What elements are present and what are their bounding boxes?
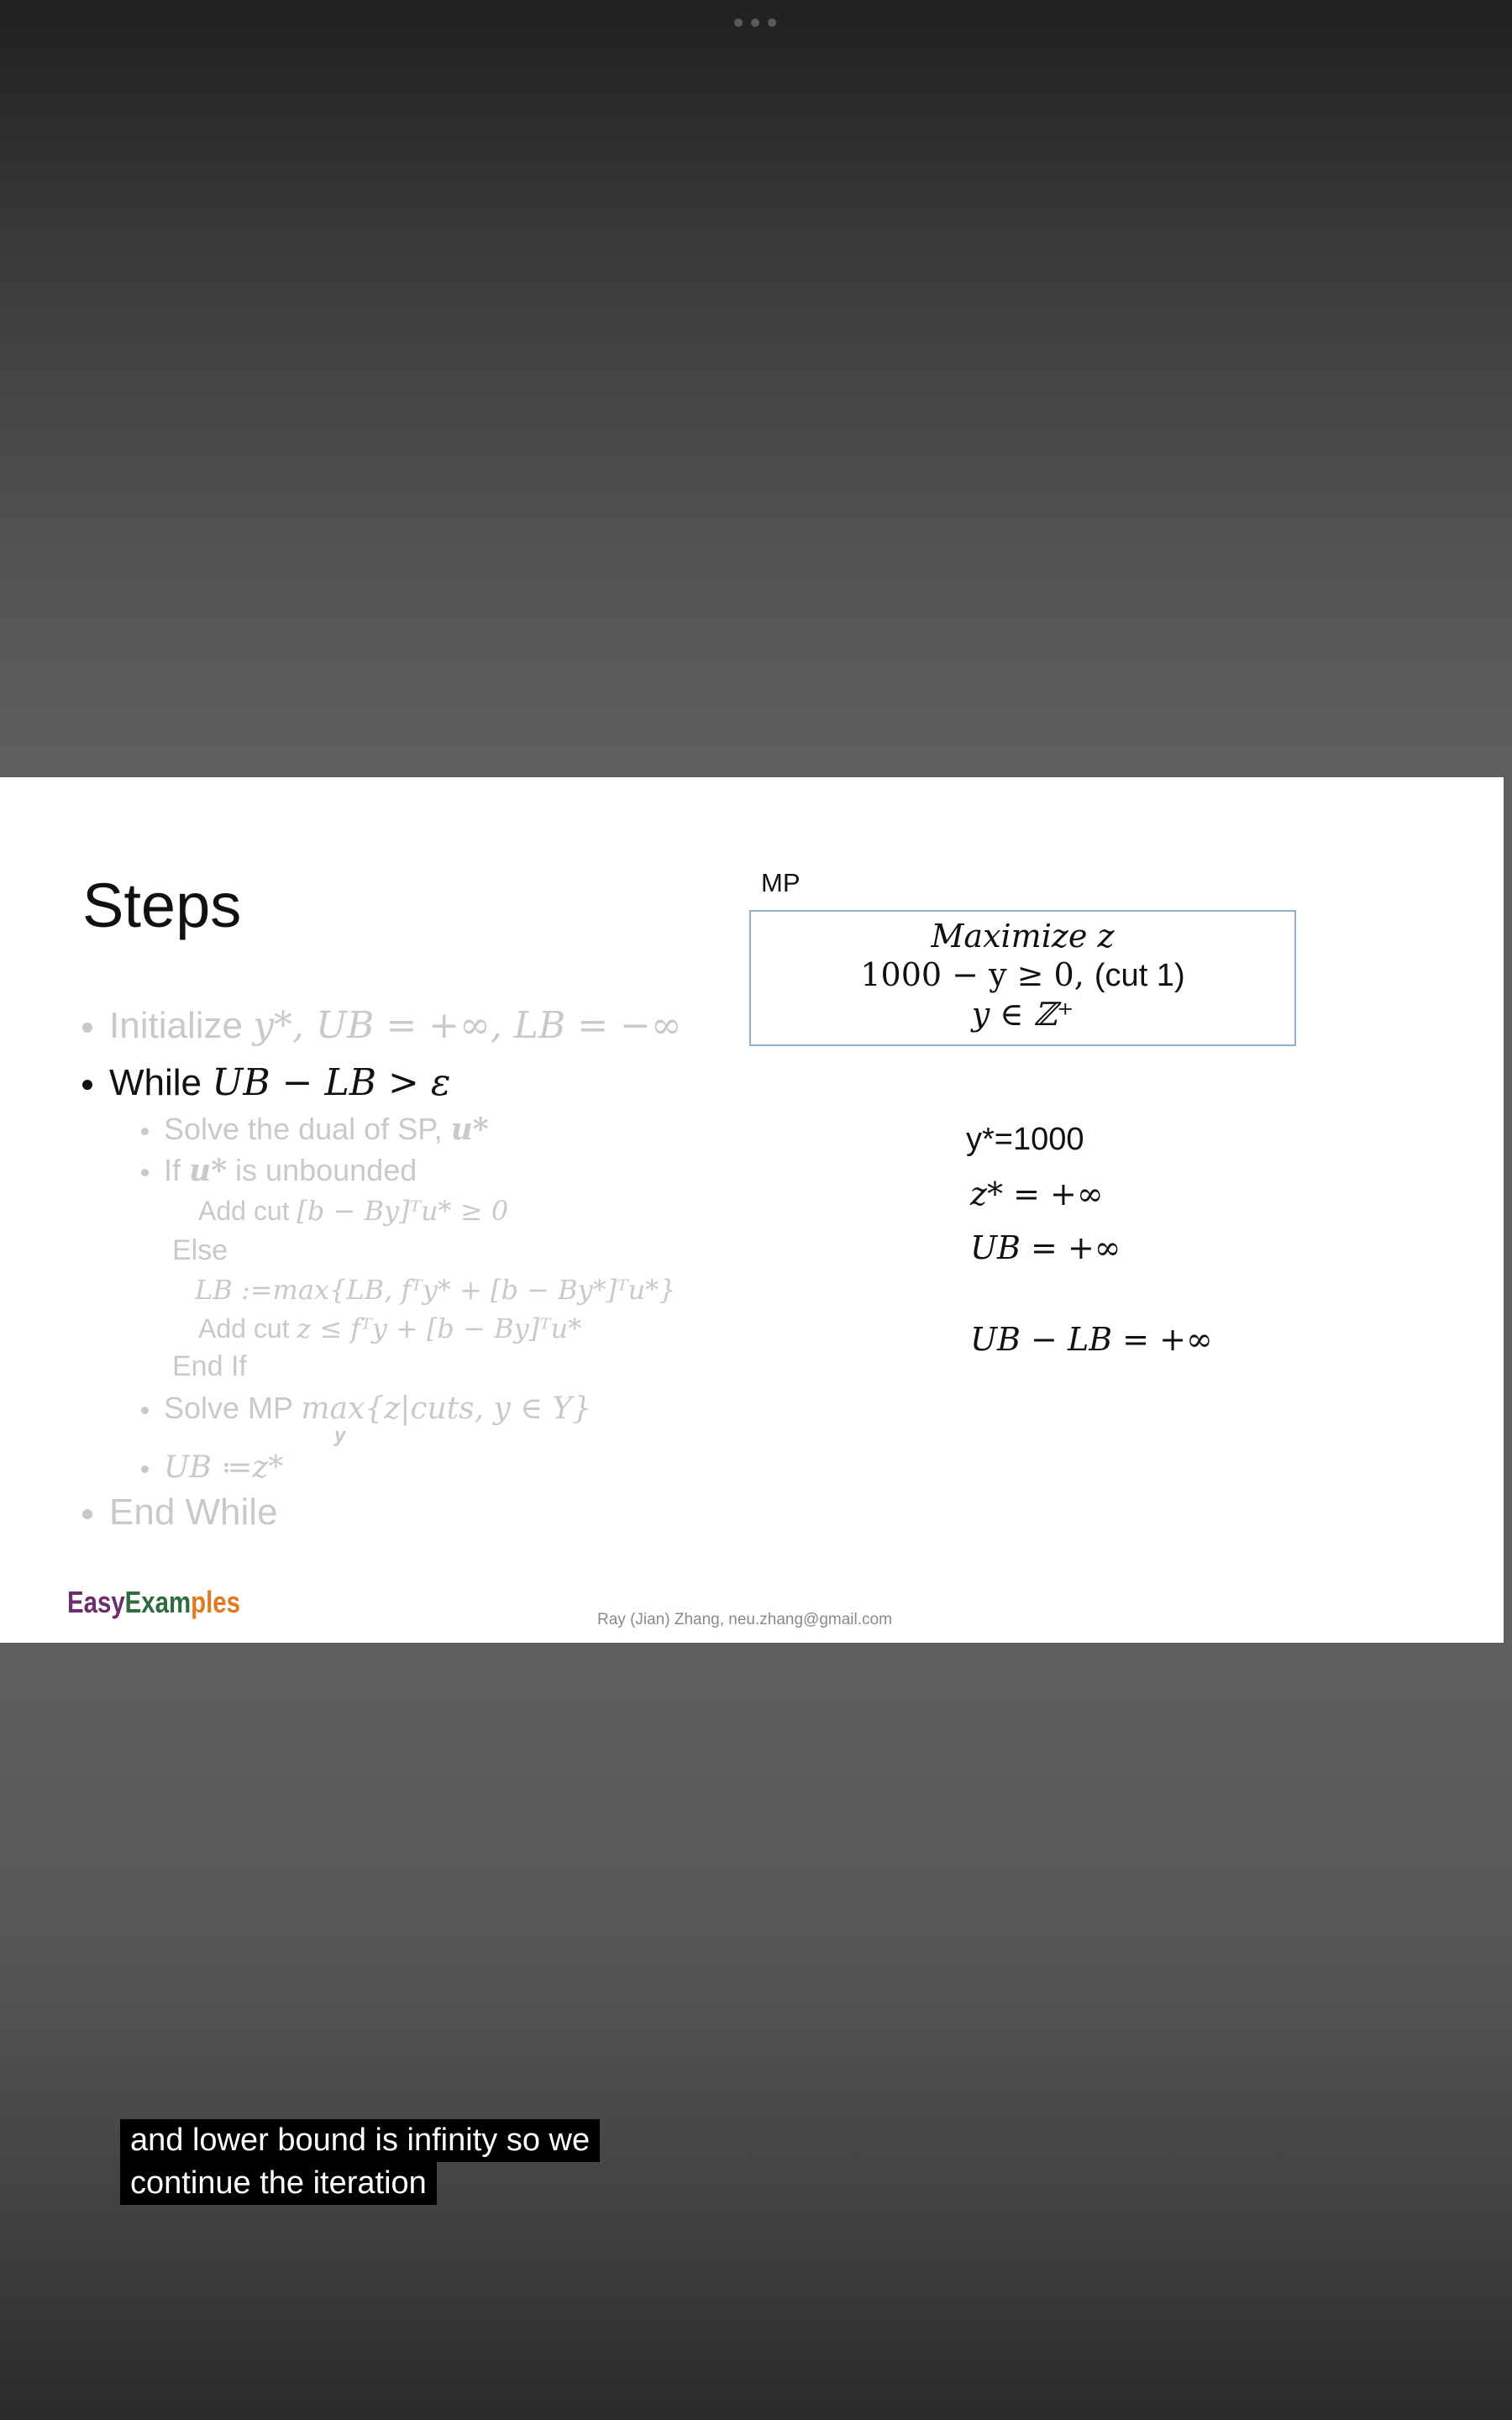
mp-cut: 1000 − y ≥ 0, (cut 1)	[751, 955, 1294, 995]
caption-line-2: continue the iteration	[120, 2162, 437, 2205]
add-cut-math: [b − By]ᵀu* ≥ 0	[297, 1195, 509, 1227]
bullet-dot	[141, 1168, 149, 1176]
result-ub: UB = +∞	[970, 1229, 1121, 1266]
bullet-math: UB − LB > ε	[212, 1061, 451, 1104]
add-cut-2: Add cut z ≤ fᵀy + [b − By]ᵀu*	[198, 1313, 581, 1344]
add-cut-label: Add cut	[198, 1196, 290, 1226]
mp-objective: Maximize z	[931, 918, 1115, 955]
logo-text: EasyExamples	[67, 1585, 240, 1619]
result-z-star: z* = +∞	[970, 1176, 1104, 1213]
bullet-math: u*	[189, 1153, 228, 1188]
add-cut-math: z ≤ fᵀy + [b − By]ᵀu*	[297, 1313, 582, 1344]
video-caption: and lower bound is infinity so we contin…	[120, 2119, 601, 2205]
solve-mp-subscript: y	[334, 1424, 346, 1447]
bullet-math: UB ≔z*	[164, 1450, 284, 1485]
mp-label: MP	[761, 868, 801, 897]
slide-footer: Ray (Jian) Zhang, neu.zhang@gmail.com	[597, 1611, 892, 1628]
bullet-dot	[82, 1080, 92, 1091]
bullet-math: u*	[450, 1112, 489, 1147]
result-gap: UB − LB = +∞	[970, 1321, 1213, 1358]
bullet-label: Initialize	[109, 1005, 243, 1046]
slide: Steps Initialize y*, UB = +∞, LB = −∞ Wh…	[0, 777, 1504, 1643]
caption-line-1: and lower bound is infinity so we	[120, 2119, 601, 2162]
bullet-label: If	[164, 1153, 181, 1187]
mp-cut-math: 1000 − y ≥ 0,	[860, 956, 1084, 993]
more-options-icon[interactable]	[734, 18, 776, 27]
bullet-end-while: End While	[82, 1491, 278, 1534]
bullet-ub-update: UB ≔z*	[141, 1449, 283, 1485]
bullet-label: Solve the dual of SP,	[164, 1112, 443, 1146]
bullet-while: While UB − LB > ε	[82, 1061, 451, 1104]
bullet-initialize: Initialize y*, UB = +∞, LB = −∞	[82, 1004, 682, 1047]
slide-title: Steps	[82, 871, 242, 940]
easyexamples-logo: EasyExamples	[67, 1585, 240, 1619]
bullet-dot	[141, 1127, 149, 1135]
mp-formulation-box: Maximize z 1000 − y ≥ 0, (cut 1) y ∈ ℤ⁺	[749, 910, 1296, 1046]
mp-cut-label: (cut 1)	[1094, 958, 1185, 993]
else-label: Else	[172, 1234, 228, 1266]
bullet-label: is unbounded	[235, 1153, 417, 1187]
bullet-label: Solve MP	[164, 1391, 293, 1425]
bullet-solve-dual: Solve the dual of SP, u*	[141, 1112, 489, 1147]
lb-update: LB :=max{LB, fᵀy* + [b − By*]ᵀu*}	[195, 1274, 676, 1306]
mp-domain: y ∈ ℤ⁺	[971, 996, 1074, 1033]
result-y-star: y*=1000	[966, 1122, 1084, 1157]
add-cut-label: Add cut	[198, 1313, 290, 1344]
bullet-math: y*, UB = +∞, LB = −∞	[253, 1004, 682, 1047]
bullet-math: max{z|cuts, y ∈ Y}	[301, 1392, 592, 1426]
bullet-dot	[82, 1023, 92, 1034]
bullet-label: While	[109, 1062, 202, 1103]
bullet-dot	[82, 1509, 92, 1520]
add-cut-1: Add cut [b − By]ᵀu* ≥ 0	[198, 1195, 508, 1227]
bullet-dot	[141, 1406, 149, 1414]
lb-update-math: LB :=max{LB, fᵀy* + [b − By*]ᵀu*}	[195, 1274, 676, 1306]
bullet-solve-mp: Solve MP max{z|cuts, y ∈ Y}	[141, 1391, 591, 1426]
bullet-if-unbounded: If u* is unbounded	[141, 1153, 417, 1188]
bullet-label: End While	[109, 1491, 278, 1533]
bullet-dot	[141, 1465, 149, 1473]
end-if-label: End If	[172, 1350, 247, 1382]
